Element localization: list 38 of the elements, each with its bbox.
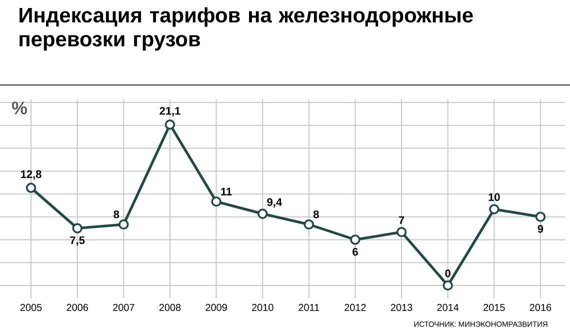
x-tick-label: 2005: [20, 304, 42, 311]
data-label: 7: [398, 216, 404, 224]
point: [489, 204, 500, 214]
data-label: 0: [445, 269, 450, 278]
x-tick-label: 2007: [113, 304, 134, 311]
x-tick-label: 2008: [159, 304, 181, 311]
chart-title: Индексация тарифов на железнодорожные перевозки грузов: [20, 7, 473, 51]
x-tick-label: 2011: [298, 304, 320, 311]
x-tick-label: 2012: [344, 304, 366, 311]
point: [118, 219, 129, 230]
data-label: 8: [114, 210, 120, 218]
point: [304, 219, 314, 230]
data-label: 11: [221, 188, 232, 196]
x-tick-label: 2014: [437, 304, 459, 311]
data-label: 9: [538, 225, 544, 233]
data-label: 9,4: [267, 198, 282, 208]
data-label: 10: [488, 193, 500, 201]
data-label: 7,5: [70, 236, 85, 246]
point: [257, 208, 268, 219]
x-tick-label: 2013: [390, 304, 412, 311]
point: [211, 196, 222, 207]
data-label: 8: [313, 210, 319, 218]
point: [442, 280, 453, 291]
point: [535, 212, 546, 222]
point: [396, 226, 407, 238]
data-label: 12,8: [21, 170, 42, 180]
x-tick-label: 2006: [66, 304, 88, 311]
point: [72, 223, 82, 234]
point: [26, 182, 36, 193]
x-tick-label: 2010: [252, 304, 274, 311]
data-label: 21,1: [160, 107, 180, 116]
y-axis-title: %: [12, 102, 27, 114]
x-tick-label: 2015: [484, 304, 505, 311]
x-tick-label: 2009: [206, 304, 227, 311]
x-tick-label: 2016: [530, 304, 552, 311]
data-label: 6: [352, 248, 358, 256]
point: [350, 234, 360, 245]
point: [164, 119, 176, 130]
